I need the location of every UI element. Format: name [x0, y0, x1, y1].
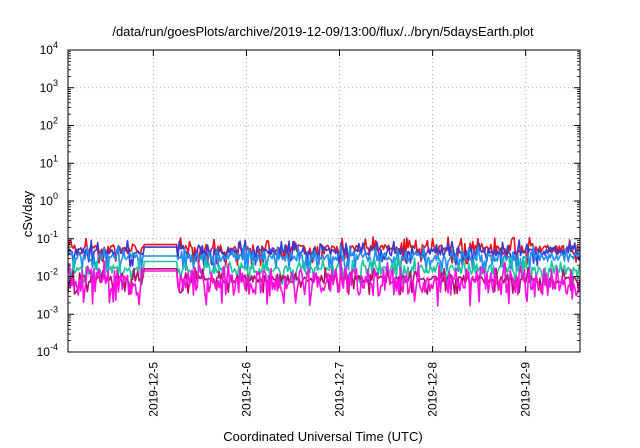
series-line [67, 267, 581, 296]
series-line [67, 244, 581, 274]
y-tick-label: 100 [40, 191, 58, 208]
x-tick-label: 2019-12-6 [239, 362, 253, 417]
series-line [67, 258, 581, 307]
y-tick-label: 104 [40, 40, 58, 57]
y-axis: 10-4 10-3 10-2 10-1 100 101 102 103 104 [37, 40, 580, 359]
series-group [67, 236, 581, 307]
y-tick-label: 101 [40, 153, 58, 170]
y-tick-label: 10-1 [37, 229, 58, 246]
x-tick-label: 2019-12-8 [426, 362, 440, 417]
x-axis-label: Coordinated Universal Time (UTC) [223, 429, 422, 444]
series-line [67, 239, 581, 269]
grid [68, 50, 580, 352]
y-tick-label: 103 [40, 78, 58, 95]
x-tick-label: 2019-12-5 [146, 362, 160, 417]
y-tick-label: 10-2 [37, 267, 58, 284]
y-axis-label: cSv/day [20, 190, 35, 237]
y-tick-label: 10-3 [37, 304, 58, 321]
series-line [67, 236, 581, 267]
y-tick-label: 102 [40, 116, 58, 133]
y-tick-label: 10-4 [37, 342, 58, 359]
x-axis: 2019-12-5 2019-12-6 2019-12-7 2019-12-8 2019… [146, 50, 533, 417]
x-tick-label: 2019-12-9 [519, 362, 533, 417]
chart-title: /data/run/goesPlots/archive/2019-12-09/1… [112, 24, 534, 39]
x-tick-label: 2019-12-7 [333, 362, 347, 417]
